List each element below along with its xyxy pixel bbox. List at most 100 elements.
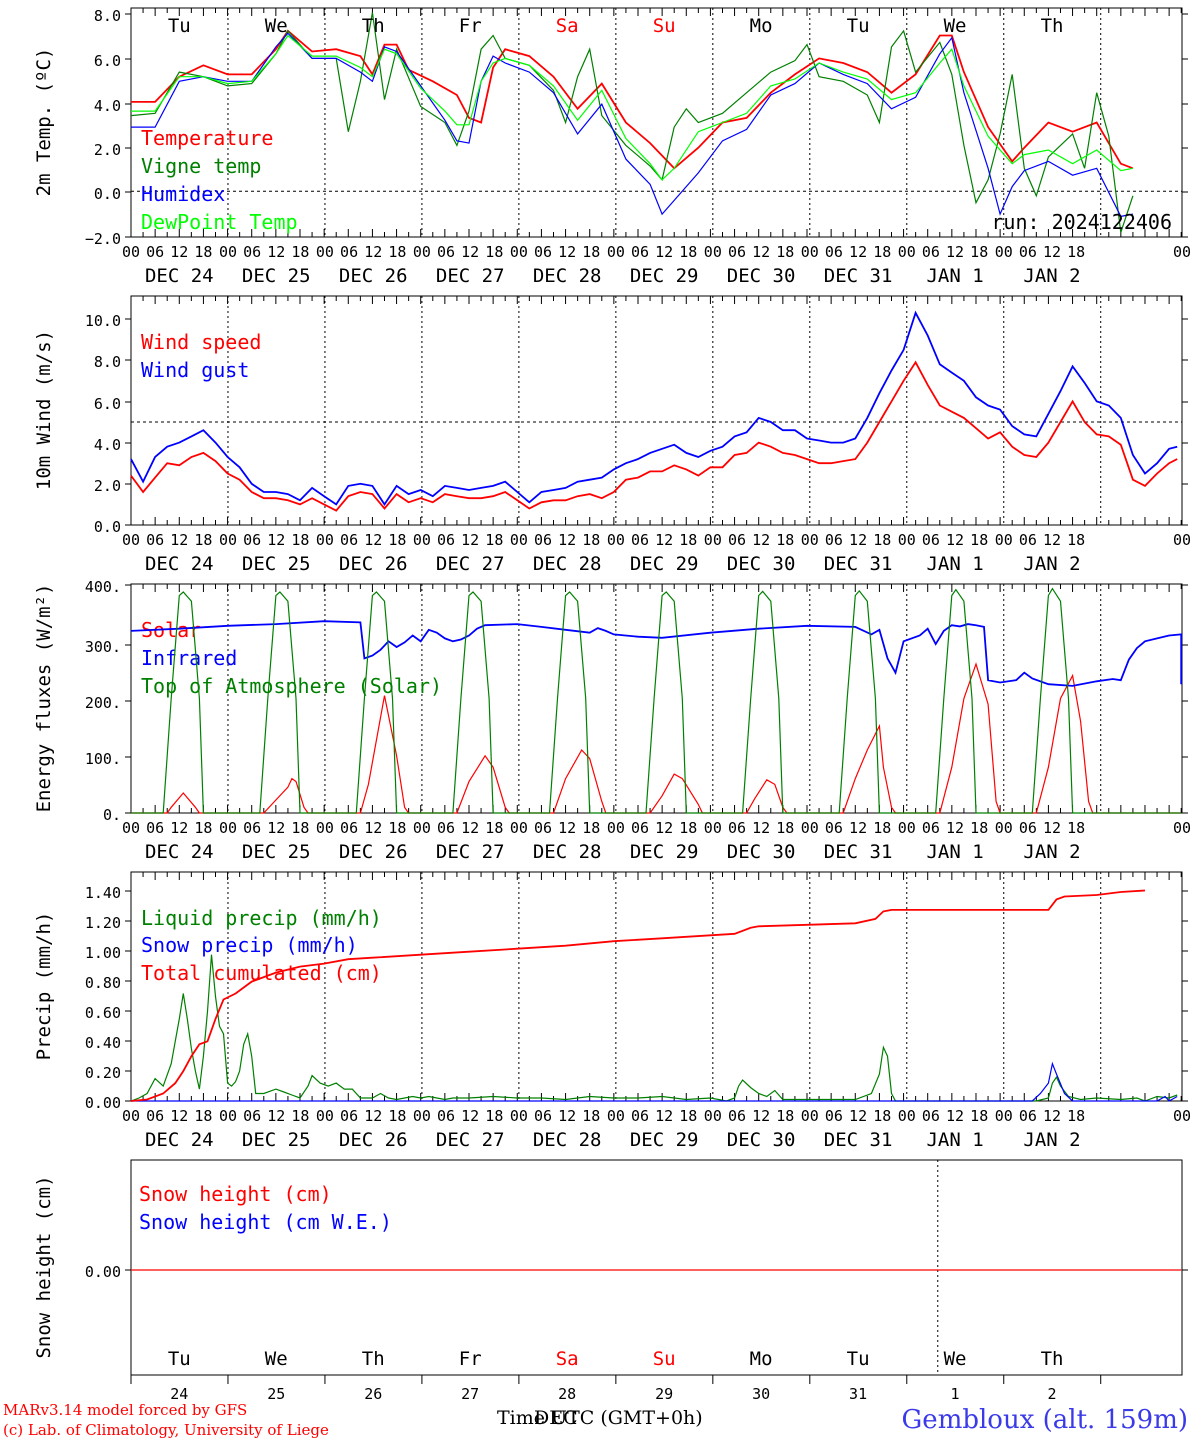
- hour-label: 12: [655, 819, 673, 837]
- series-wind-speed: [130, 360, 1178, 512]
- hour-label: 12: [267, 1107, 285, 1125]
- hour-label: 18: [194, 1107, 212, 1125]
- hour-label: 00: [704, 531, 722, 549]
- hour-label: 00: [316, 1107, 334, 1125]
- hour-label: 06: [243, 243, 261, 261]
- y-tick-label: 8.0: [94, 7, 121, 25]
- hour-label: 06: [825, 531, 843, 549]
- date-label: DEC 30: [727, 1129, 796, 1151]
- hour-label: 12: [655, 1107, 673, 1125]
- hour-label: 06: [146, 1107, 164, 1125]
- weekday-label: Fr: [459, 15, 482, 37]
- hour-label: 18: [679, 243, 697, 261]
- day-number: 27: [461, 1385, 479, 1403]
- legend-entry: Total cumulated (cm): [141, 961, 382, 985]
- hour-label: 00: [607, 1107, 625, 1125]
- hour-label: 06: [825, 1107, 843, 1125]
- date-label: DEC 31: [824, 841, 893, 863]
- weekday-label-bottom: Fr: [459, 1348, 482, 1370]
- hour-label: 06: [146, 531, 164, 549]
- legend-entry: Snow height (cm): [139, 1182, 332, 1206]
- weekday-label: Th: [1041, 15, 1064, 37]
- hour-label: 06: [825, 819, 843, 837]
- hour-label: 12: [267, 531, 285, 549]
- hour-label: 00: [801, 1107, 819, 1125]
- weekday-label: Mo: [750, 15, 773, 37]
- date-label: DEC 24: [145, 841, 214, 863]
- hour-label: 06: [1019, 243, 1037, 261]
- hour-label: 00: [413, 819, 431, 837]
- hour-label: 18: [776, 819, 794, 837]
- day-number: 24: [170, 1385, 188, 1403]
- y-tick-label: 2.0: [94, 141, 121, 159]
- hour-label: 12: [170, 819, 188, 837]
- hour-label: 00: [898, 243, 916, 261]
- y-tick-label: 0.0: [94, 185, 121, 203]
- date-label: DEC 28: [533, 553, 602, 575]
- y-tick-label: 8.0: [94, 353, 121, 371]
- hour-label: 18: [582, 531, 600, 549]
- hour-label: 12: [752, 819, 770, 837]
- hour-label: 00: [898, 1107, 916, 1125]
- hour-label: 06: [922, 531, 940, 549]
- hour-label: 06: [922, 243, 940, 261]
- legend-entry: Snow height (cm W.E.): [139, 1210, 392, 1234]
- weekday-label-bottom: We: [944, 1348, 967, 1370]
- hour-label: 06: [922, 1107, 940, 1125]
- hour-label: 12: [655, 243, 673, 261]
- model-credit: MARv3.14 model forced by GFS: [3, 1401, 247, 1419]
- hour-label: 12: [170, 531, 188, 549]
- series-snow-precip-mm-h: [131, 1061, 1178, 1102]
- date-label: DEC 24: [145, 265, 214, 287]
- day-number: 1: [951, 1385, 960, 1403]
- hour-label: 18: [485, 1107, 503, 1125]
- hour-label: 12: [267, 819, 285, 837]
- hour-label: 00: [704, 243, 722, 261]
- hour-label: 18: [291, 819, 309, 837]
- location-label: Gembloux (alt. 159m): [902, 1405, 1188, 1435]
- hour-label: 18: [873, 819, 891, 837]
- hour-label: 12: [558, 531, 576, 549]
- hour-label: 12: [364, 531, 382, 549]
- date-label: JAN 1: [926, 841, 983, 863]
- legend-entry: DewPoint Temp: [141, 210, 298, 234]
- hour-label: 00: [801, 531, 819, 549]
- date-label: DEC 28: [533, 1129, 602, 1151]
- hour-label: 06: [340, 243, 358, 261]
- date-label: DEC 27: [436, 265, 505, 287]
- hour-label: 18: [873, 531, 891, 549]
- date-label: DEC 24: [145, 1129, 214, 1151]
- hour-label: 00: [122, 531, 140, 549]
- hour-label: 06: [1019, 819, 1037, 837]
- hour-label: 12: [1043, 1107, 1061, 1125]
- hour-label: 18: [582, 243, 600, 261]
- y-tick-label: 200.: [85, 694, 121, 712]
- weekday-label-bottom: We: [265, 1348, 288, 1370]
- y-tick-label: −2.0: [85, 230, 121, 248]
- hour-label: 12: [461, 1107, 479, 1125]
- y-tick-label: 10.0: [85, 312, 121, 330]
- y-tick-label: 4.0: [94, 436, 121, 454]
- series-dewpoint-temp: [131, 34, 1134, 181]
- hour-label: 18: [388, 1107, 406, 1125]
- weekday-label-bottom: Tu: [168, 1348, 191, 1370]
- hour-label: 06: [437, 531, 455, 549]
- hour-label: 18: [873, 1107, 891, 1125]
- hour-label: 00: [704, 1107, 722, 1125]
- hour-label: 18: [970, 819, 988, 837]
- hour-label: 18: [873, 243, 891, 261]
- date-label: DEC 24: [145, 553, 214, 575]
- hour-label: 06: [437, 819, 455, 837]
- series-temperature: [131, 29, 1134, 170]
- y-tick-label: 6.0: [94, 395, 121, 413]
- y-tick-label: 6.0: [94, 52, 121, 70]
- hour-label: 12: [946, 819, 964, 837]
- hour-label: 06: [437, 1107, 455, 1125]
- hour-label: 18: [291, 1107, 309, 1125]
- y-tick-label: 0.40: [85, 1034, 121, 1052]
- y-tick-label: 1.40: [85, 884, 121, 902]
- day-number: 25: [267, 1385, 285, 1403]
- y-axis-label: Snow height (cm): [33, 1175, 55, 1358]
- hour-label: 06: [728, 243, 746, 261]
- hour-label: 00: [510, 1107, 528, 1125]
